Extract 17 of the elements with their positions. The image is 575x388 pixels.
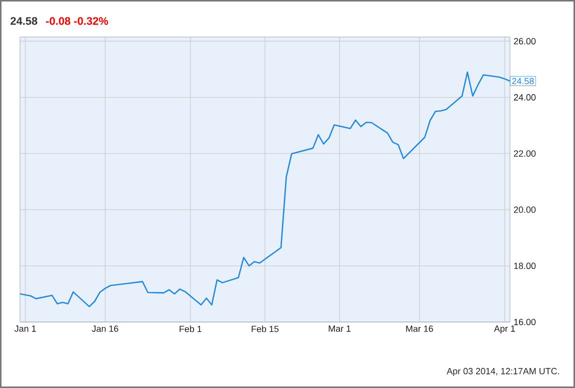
x-tick-label: Feb 15 xyxy=(252,326,279,332)
x-tick-label: Jan 1 xyxy=(14,326,36,332)
chart-title: 24.58 xyxy=(10,17,38,25)
annotation: 24.58 xyxy=(512,78,534,84)
x-tick-label: Mar 1 xyxy=(328,326,351,332)
y-tick-label: 20.00 xyxy=(514,206,536,213)
y-tick-label: 26.00 xyxy=(514,38,536,44)
y-tick-label: 16.00 xyxy=(514,318,536,326)
x-tick-label: Apr 1 xyxy=(494,326,515,334)
text: Apr 03 2014, 12:17AM UTC. xyxy=(446,368,559,376)
y-tick-label: 22.00 xyxy=(514,150,536,157)
x-tick-label: Feb 1 xyxy=(180,326,202,332)
x-tick-label: Jan 16 xyxy=(92,326,118,332)
y-tick-label: 18.00 xyxy=(514,262,536,270)
x-tick-label: Mar 16 xyxy=(406,326,434,332)
chart-subtitle: -0.08 -0.32% xyxy=(46,17,108,25)
y-tick-label: 24.00 xyxy=(514,94,536,101)
